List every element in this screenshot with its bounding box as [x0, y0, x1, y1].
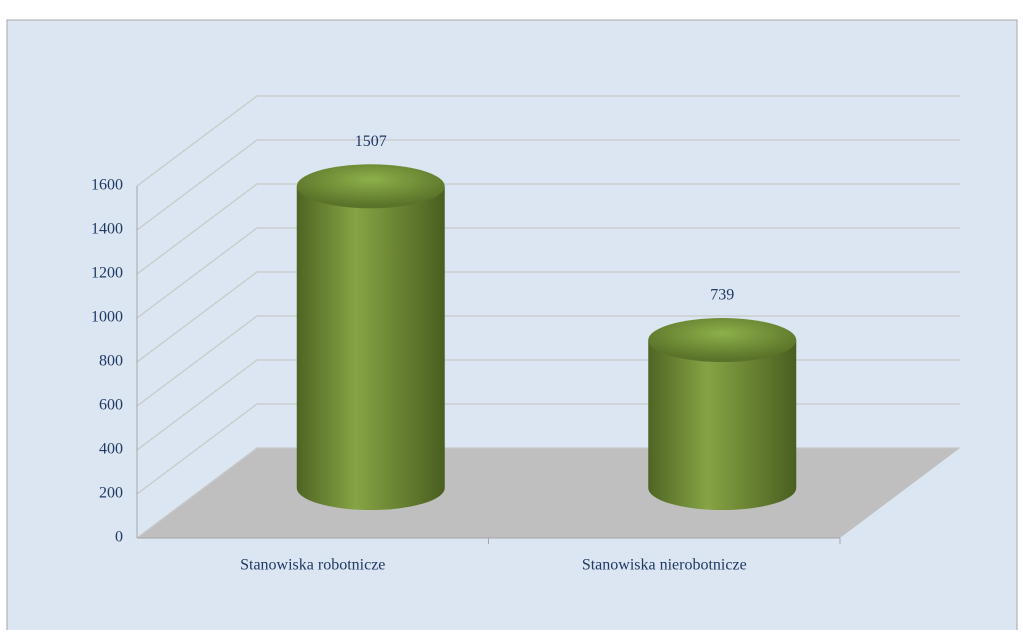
x-tick-label: Stanowiska robotnicze — [240, 557, 385, 574]
y-tick-label: 1200 — [91, 265, 123, 282]
grid-line — [136, 183, 960, 275]
grid-line — [136, 227, 960, 319]
grid-line — [136, 95, 960, 187]
y-tick-label: 200 — [99, 485, 123, 502]
y-tick-label: 1000 — [91, 309, 123, 326]
y-tick-label: 800 — [99, 353, 123, 370]
bar-top — [648, 318, 797, 363]
bar — [296, 186, 445, 511]
data-label: 739 — [710, 287, 734, 304]
y-tick-label: 0 — [115, 529, 123, 546]
grid-line — [136, 139, 960, 231]
y-tick-label: 1400 — [91, 221, 123, 238]
floor — [137, 448, 960, 538]
grid-line — [136, 271, 960, 363]
y-tick-label: 1600 — [91, 177, 123, 194]
bar — [648, 340, 797, 510]
x-tick-label: Stanowiska nierobotnicze — [582, 557, 747, 574]
y-tick-label: 400 — [99, 441, 123, 458]
y-tick-label: 600 — [99, 397, 123, 414]
data-label: 1507 — [355, 133, 387, 150]
bar-top — [296, 164, 445, 209]
grid-line — [136, 315, 960, 407]
